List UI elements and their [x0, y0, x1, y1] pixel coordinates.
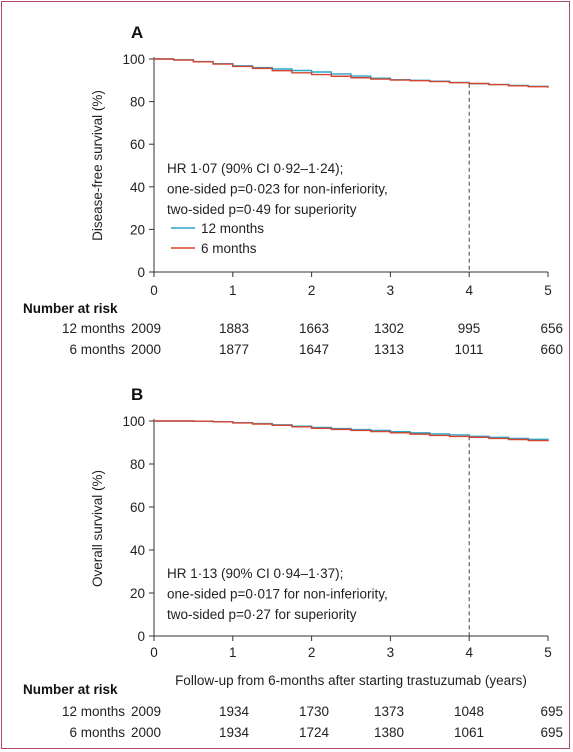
- x-tick-label: 3: [387, 283, 395, 298]
- risk-table-title: Number at risk: [23, 682, 118, 697]
- risk-value: 695: [540, 725, 563, 740]
- y-tick-label: 40: [130, 543, 145, 558]
- risk-value: 1647: [299, 342, 329, 357]
- y-tick-label: 80: [130, 95, 145, 110]
- risk-table-title: Number at risk: [23, 301, 118, 316]
- series-line-6-months: [154, 420, 549, 442]
- risk-value: 1883: [219, 321, 249, 336]
- y-tick-label: 0: [137, 629, 145, 644]
- risk-value: 2009: [131, 321, 161, 336]
- hr-annotation-line: HR 1·13 (90% CI 0·94–1·37);: [167, 566, 343, 581]
- risk-value: 695: [540, 704, 563, 719]
- y-tick-label: 60: [130, 137, 145, 152]
- risk-value: 2000: [131, 725, 161, 740]
- x-tick-label: 4: [465, 283, 473, 298]
- x-tick-label: 3: [387, 645, 395, 660]
- series-line-6-months: [154, 58, 549, 88]
- risk-value: 1313: [374, 342, 404, 357]
- risk-value: 1048: [454, 704, 484, 719]
- risk-value: 660: [540, 342, 563, 357]
- x-tick-label: 5: [544, 283, 552, 298]
- panel-letter: A: [131, 23, 143, 42]
- y-tick-label: 0: [137, 265, 145, 280]
- y-tick-label: 80: [130, 457, 145, 472]
- y-tick-label: 60: [130, 500, 145, 515]
- risk-row-label: 6 months: [69, 725, 125, 740]
- risk-value: 1011: [454, 342, 483, 357]
- hr-annotation-line: HR 1·07 (90% CI 0·92–1·24);: [167, 161, 343, 176]
- risk-row-label: 6 months: [69, 342, 125, 357]
- hr-annotation-line: two-sided p=0·49 for superiority: [167, 202, 357, 217]
- y-axis-label: Disease-free survival (%): [90, 90, 105, 241]
- x-tick-label: 1: [229, 283, 237, 298]
- risk-value: 1877: [219, 342, 249, 357]
- x-tick-label: 4: [465, 645, 473, 660]
- risk-value: 2009: [131, 704, 161, 719]
- risk-value: 1373: [374, 704, 404, 719]
- y-tick-label: 20: [130, 586, 145, 601]
- risk-value: 1934: [219, 704, 250, 719]
- y-axis-label: Overall survival (%): [90, 470, 105, 587]
- risk-row-label: 12 months: [62, 321, 125, 336]
- risk-value: 2000: [131, 342, 161, 357]
- x-axis-label: Follow-up from 6-months after starting t…: [175, 673, 527, 688]
- risk-row-label: 12 months: [62, 704, 125, 719]
- hr-annotation-line: one-sided p=0·017 for non-inferiority,: [167, 587, 388, 602]
- risk-value: 1730: [299, 704, 329, 719]
- risk-value: 1934: [219, 725, 250, 740]
- y-tick-label: 100: [122, 414, 145, 429]
- x-tick-label: 0: [150, 283, 158, 298]
- legend-label: 6 months: [201, 241, 257, 256]
- risk-value: 1302: [374, 321, 404, 336]
- risk-value: 656: [540, 321, 563, 336]
- risk-value: 995: [458, 321, 481, 336]
- y-tick-label: 100: [122, 52, 145, 67]
- risk-value: 1724: [299, 725, 330, 740]
- y-tick-label: 40: [130, 180, 145, 195]
- hr-annotation-line: one-sided p=0·023 for non-inferiority,: [167, 182, 388, 197]
- risk-value: 1380: [374, 725, 404, 740]
- x-tick-label: 0: [150, 645, 158, 660]
- risk-value: 1663: [299, 321, 329, 336]
- hr-annotation-line: two-sided p=0·27 for superiority: [167, 607, 357, 622]
- x-tick-label: 2: [308, 283, 316, 298]
- x-tick-label: 5: [544, 645, 552, 660]
- x-tick-label: 1: [229, 645, 237, 660]
- y-tick-label: 20: [130, 222, 145, 237]
- x-tick-label: 2: [308, 645, 316, 660]
- legend-label: 12 months: [201, 221, 264, 236]
- risk-value: 1061: [454, 725, 484, 740]
- panel-letter: B: [131, 385, 143, 404]
